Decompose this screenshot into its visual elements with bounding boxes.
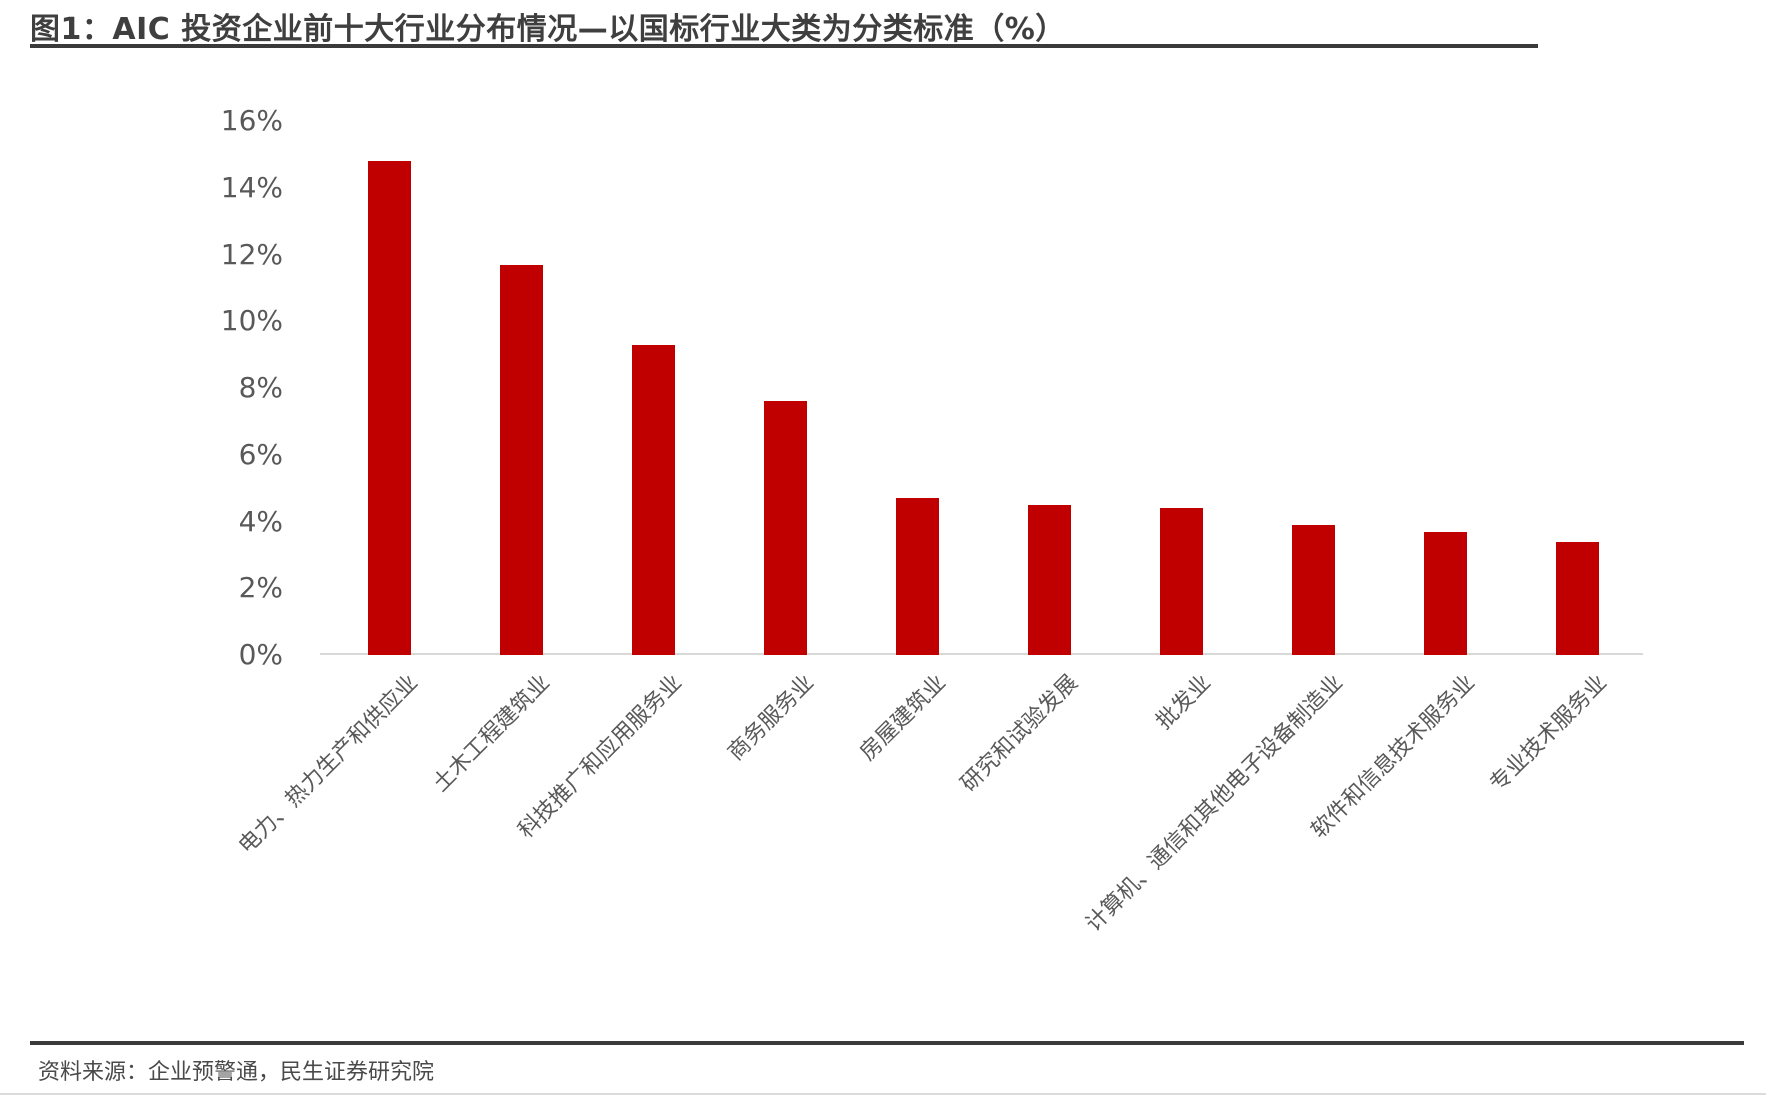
x-category-label: 商务服务业 bbox=[723, 670, 820, 766]
y-axis-tick-label: 8% bbox=[238, 370, 283, 404]
x-category-label: 计算机、通信和其他电子设备制造业 bbox=[1081, 670, 1348, 937]
x-axis-line bbox=[320, 653, 1643, 655]
x-category-label: 土木工程建筑业 bbox=[428, 670, 556, 797]
y-axis-tick-label: 6% bbox=[238, 437, 283, 471]
bar-6 bbox=[1028, 504, 1071, 655]
y-axis-tick-label: 16% bbox=[220, 103, 283, 137]
bar-8 bbox=[1292, 524, 1336, 655]
x-category-label: 研究和试验发展 bbox=[956, 670, 1084, 797]
bar-2 bbox=[499, 264, 543, 655]
bar-1 bbox=[367, 161, 411, 655]
x-category-label: 批发业 bbox=[1151, 670, 1216, 735]
bar-4 bbox=[763, 401, 807, 655]
y-axis-tick-label: 0% bbox=[238, 637, 283, 671]
bar-chart: 0% 2% 4% 6% 8% 10% 12% 14% 16% 电力、热力生产和供应业 土木工程建筑业… bbox=[220, 103, 1643, 937]
y-axis-tick-label: 14% bbox=[220, 170, 283, 204]
bar-5 bbox=[895, 498, 939, 655]
y-axis-tick-label: 12% bbox=[220, 237, 283, 271]
bar-3 bbox=[631, 344, 675, 655]
bar-9 bbox=[1424, 531, 1468, 655]
y-axis-tick-label: 4% bbox=[238, 504, 283, 538]
y-axis-tick-label: 2% bbox=[238, 571, 283, 605]
x-category-label: 电力、热力生产和供应业 bbox=[234, 670, 423, 860]
x-category-label: 房屋建筑业 bbox=[855, 670, 952, 766]
y-axis-tick-label: 10% bbox=[220, 304, 283, 338]
figure-title: 图1：AIC 投资企业前十大行业分布情况—以国标行业大类为分类标准（%） bbox=[30, 12, 1066, 47]
footer-divider bbox=[30, 1041, 1744, 1045]
bar-7 bbox=[1160, 508, 1204, 655]
page-bottom-border bbox=[0, 1093, 1766, 1095]
source-note: 资料来源：企业预警通，民生证券研究院 bbox=[38, 1060, 435, 1085]
title-divider bbox=[30, 44, 1538, 48]
bar-10 bbox=[1556, 541, 1600, 655]
x-category-label: 专业技术服务业 bbox=[1485, 670, 1612, 797]
